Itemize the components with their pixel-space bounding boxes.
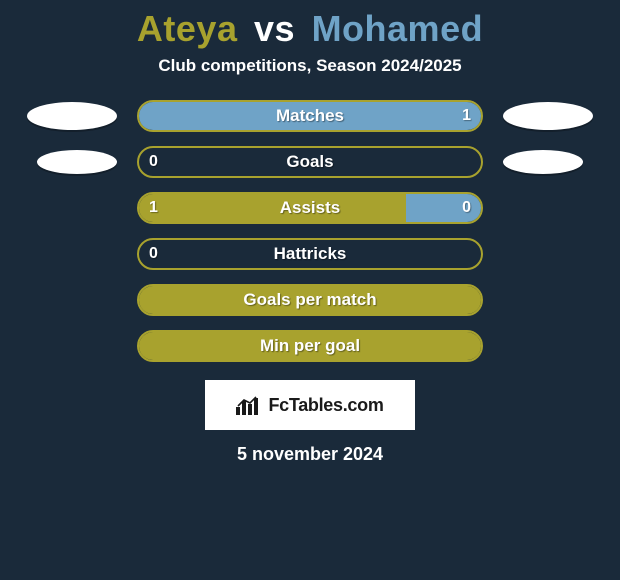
player2-name: Mohamed bbox=[312, 8, 484, 49]
stat-row: 0 Goals bbox=[27, 146, 593, 178]
stat-row: 0 Hattricks bbox=[27, 238, 593, 270]
stat-label: Assists bbox=[280, 198, 340, 218]
stat-bar: 0 Hattricks bbox=[137, 238, 483, 270]
stat-bar: 1 0 Assists bbox=[137, 192, 483, 224]
bar-fill-left bbox=[139, 194, 406, 222]
branding-badge: FcTables.com bbox=[205, 380, 415, 430]
page-title: Ateya vs Mohamed bbox=[137, 8, 483, 50]
stat-value-left: 0 bbox=[149, 153, 158, 171]
branding-text: FcTables.com bbox=[268, 395, 383, 416]
date-text: 5 november 2024 bbox=[237, 444, 383, 465]
stat-value-right: 0 bbox=[462, 199, 471, 217]
player2-marker bbox=[503, 150, 583, 174]
stat-bar: 1 Matches bbox=[137, 100, 483, 132]
stat-label: Min per goal bbox=[260, 336, 360, 356]
subtitle: Club competitions, Season 2024/2025 bbox=[158, 56, 461, 76]
stat-rows: 1 Matches 0 Goals 1 0 Assists 0 Hattricks Goals p… bbox=[27, 100, 593, 376]
fctables-icon bbox=[236, 395, 262, 415]
stat-label: Hattricks bbox=[274, 244, 347, 264]
infographic-container: Ateya vs Mohamed Club competitions, Seas… bbox=[0, 0, 620, 465]
stat-value-left: 1 bbox=[149, 199, 158, 217]
stat-row: 1 0 Assists bbox=[27, 192, 593, 224]
stat-row: Min per goal bbox=[27, 330, 593, 362]
player1-marker bbox=[37, 150, 117, 174]
stat-label: Goals per match bbox=[243, 290, 376, 310]
stat-value-right: 1 bbox=[462, 107, 471, 125]
stat-bar: Min per goal bbox=[137, 330, 483, 362]
player1-marker bbox=[27, 102, 117, 130]
stat-value-left: 0 bbox=[149, 245, 158, 263]
stat-label: Matches bbox=[276, 106, 344, 126]
vs-text: vs bbox=[254, 8, 295, 49]
stat-bar: Goals per match bbox=[137, 284, 483, 316]
stat-row: Goals per match bbox=[27, 284, 593, 316]
stat-bar: 0 Goals bbox=[137, 146, 483, 178]
player2-marker bbox=[503, 102, 593, 130]
player1-name: Ateya bbox=[137, 8, 238, 49]
stat-row: 1 Matches bbox=[27, 100, 593, 132]
stat-label: Goals bbox=[286, 152, 333, 172]
